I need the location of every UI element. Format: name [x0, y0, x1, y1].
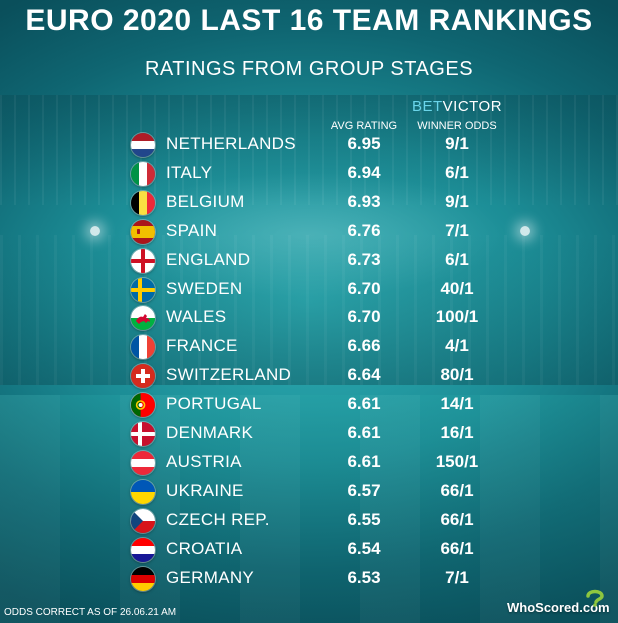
france-flag-icon: [131, 335, 155, 360]
winner-odds-value: 6/1: [445, 249, 469, 269]
belgium-flag-icon: [131, 190, 155, 215]
spain-flag-icon: [131, 219, 155, 244]
team-name: CROATIA: [166, 538, 243, 558]
winner-odds-value: 9/1: [445, 134, 469, 153]
germany-flag-icon: [131, 566, 155, 591]
team-name: SWITZERLAND: [166, 365, 292, 385]
switzerland-flag-icon: [131, 364, 155, 389]
avg-rating-value: 6.53: [347, 567, 381, 587]
whoscored-logo: WhoScored.com: [507, 600, 610, 615]
avg-rating-value: 6.55: [347, 509, 381, 529]
team-name: UKRAINE: [166, 480, 244, 500]
italy-flag-icon: [131, 161, 155, 186]
team-name: ITALY: [166, 162, 213, 182]
table-row: UKRAINE 6.57 66/1: [0, 478, 618, 507]
chart-title: EURO 2020 LAST 16 TEAM RANKINGS: [25, 4, 593, 37]
croatia-flag-icon: [131, 537, 155, 562]
betvictor-logo: BETVICTOR: [402, 98, 512, 115]
team-name: ENGLAND: [166, 249, 251, 269]
odds-column-header: WINNER ODDS: [417, 120, 497, 132]
table-row: SWITZERLAND 6.64 80/1: [0, 362, 618, 391]
team-name: DENMARK: [166, 423, 254, 442]
team-name: SPAIN: [166, 220, 218, 240]
team-name: NETHERLANDS: [166, 134, 296, 153]
stadium-upper-stand: [0, 95, 618, 205]
team-name: WALES: [166, 307, 227, 327]
avg-rating-value: 6.57: [347, 480, 381, 500]
avg-rating-value: 6.76: [347, 220, 381, 240]
odds-footnote: ODDS CORRECT AS OF 26.06.21 AM: [4, 607, 177, 618]
team-name: GERMANY: [166, 567, 255, 587]
winner-odds-value: 9/1: [445, 191, 469, 211]
avg-rating-value: 6.54: [347, 538, 381, 558]
avg-rating-value: 6.70: [347, 278, 381, 298]
england-flag-icon: [131, 248, 155, 273]
table-row: GERMANY 6.53 7/1: [0, 565, 618, 594]
table-row: SPAIN 6.76 7/1: [0, 218, 618, 247]
winner-odds-value: 150/1: [435, 451, 479, 471]
table-row: PORTUGAL 6.61 14/1: [0, 391, 618, 420]
team-name: CZECH REP.: [166, 509, 270, 529]
austria-flag-icon: [131, 450, 155, 475]
table-row: BELGIUM 6.93 9/1: [0, 189, 618, 218]
netherlands-flag-icon: [131, 133, 155, 157]
avg-rating-value: 6.73: [347, 249, 381, 269]
winner-odds-value: 66/1: [440, 538, 474, 558]
avg-rating-value: 6.64: [347, 365, 381, 385]
table-row: WALES 6.70 100/1: [0, 304, 618, 333]
team-name: AUSTRIA: [166, 451, 242, 471]
winner-odds-value: 7/1: [445, 220, 469, 240]
brand-part-bet: BET: [411, 98, 443, 115]
winner-odds-value: 80/1: [440, 365, 474, 385]
table-row: DENMARK 6.61 16/1: [0, 420, 618, 449]
table-row: FRANCE 6.66 4/1: [0, 333, 618, 362]
table-row: NETHERLANDS 6.95 9/1: [0, 131, 618, 160]
table-row: ITALY 6.94 6/1: [0, 160, 618, 189]
winner-odds-value: 16/1: [440, 423, 474, 442]
ukraine-flag-icon: [131, 479, 155, 504]
winner-odds-value: 14/1: [440, 394, 474, 414]
winner-odds-value: 66/1: [440, 480, 474, 500]
avg-rating-value: 6.70: [347, 307, 381, 327]
winner-odds-value: 100/1: [435, 307, 479, 327]
wales-flag-icon: [131, 306, 155, 331]
winner-odds-value: 6/1: [445, 162, 469, 182]
table-row: CZECH REP. 6.55 66/1: [0, 507, 618, 536]
floodlight: [90, 226, 100, 236]
table-row: SWEDEN 6.70 40/1: [0, 276, 618, 305]
table-row: CROATIA 6.54 66/1: [0, 536, 618, 565]
whoscored-mark-icon: [586, 589, 604, 607]
avg-rating-value: 6.95: [347, 134, 381, 153]
avg-rating-value: 6.61: [347, 423, 381, 442]
stadium-lower-stand: [0, 235, 618, 385]
table-row: ENGLAND 6.73 6/1: [0, 247, 618, 276]
winner-odds-value: 4/1: [445, 336, 469, 356]
team-name: BELGIUM: [166, 191, 245, 211]
winner-odds-value: 40/1: [440, 278, 474, 298]
winner-odds-value: 66/1: [440, 509, 474, 529]
avg-rating-value: 6.66: [347, 336, 381, 356]
table-row: AUSTRIA 6.61 150/1: [0, 449, 618, 478]
avg-rating-value: 6.61: [347, 394, 381, 414]
avg-rating-value: 6.93: [347, 191, 381, 211]
avg-rating-value: 6.61: [347, 451, 381, 471]
team-name: SWEDEN: [166, 278, 243, 298]
team-name: FRANCE: [166, 336, 238, 356]
avg-rating-value: 6.94: [347, 162, 381, 182]
floodlight: [520, 226, 530, 236]
sweden-flag-icon: [131, 277, 155, 302]
czech-flag-icon: [131, 508, 155, 533]
chart-subtitle: RATINGS FROM GROUP STAGES: [144, 58, 474, 80]
brand-part-victor: VICTOR: [442, 98, 503, 115]
portugal-flag-icon: [131, 393, 155, 418]
rating-column-header: AVG RATING: [330, 120, 398, 132]
stadium-pitch: [0, 395, 618, 623]
winner-odds-value: 7/1: [445, 567, 469, 587]
team-name: PORTUGAL: [166, 394, 262, 414]
denmark-flag-icon: [131, 422, 155, 446]
